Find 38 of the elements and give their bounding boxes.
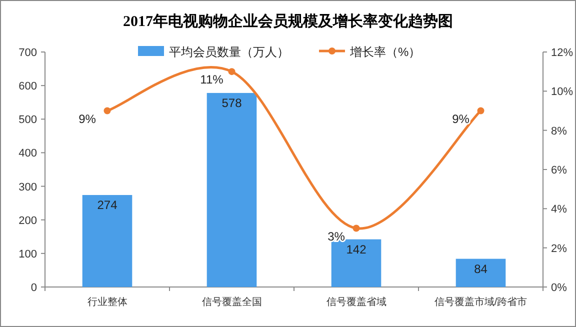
y-tick-label: 100: [18, 248, 37, 260]
data-label: 3%: [328, 229, 346, 244]
y2-tick-label: 8%: [551, 125, 568, 138]
data-label: 84: [474, 262, 488, 276]
bar: [456, 258, 506, 287]
data-label: 9%: [452, 112, 470, 126]
y2-tick-label: 0%: [551, 282, 568, 294]
y-tick-label: 700: [18, 47, 37, 59]
y2-tick-label: 2%: [551, 242, 568, 255]
chart-title: 2017年电视购物企业会员规模及增长率变化趋势图: [123, 12, 453, 30]
data-label: 578: [222, 96, 242, 110]
bar: [331, 239, 382, 287]
data-label: 274: [97, 198, 118, 212]
bar: [82, 195, 132, 287]
y2-tick-label: 10%: [551, 86, 574, 98]
legend-label: 平均会员数量（万人）: [169, 45, 289, 59]
data-label: 9%: [78, 112, 96, 126]
legend-label: 增长率（%）: [349, 45, 421, 59]
y2-tick-label: 12%: [551, 47, 574, 59]
y-tick-label: 0: [30, 282, 37, 294]
y-tick-label: 500: [18, 114, 37, 126]
y-tick-label: 600: [18, 80, 37, 93]
y2-tick-label: 4%: [551, 204, 568, 216]
x-tick-label: 信号覆盖全国: [202, 296, 262, 308]
y-tick-label: 400: [18, 148, 37, 160]
y-tick-label: 200: [18, 214, 37, 227]
bar: [206, 92, 257, 287]
x-tick-label: 行业整体: [87, 296, 128, 308]
point: [477, 107, 484, 114]
x-tick-label: 信号覆盖市域/跨省市: [434, 296, 528, 308]
x-tick-label: 信号覆盖省域: [326, 296, 386, 308]
point: [104, 107, 111, 114]
point: [228, 68, 236, 76]
data-label: 11%: [200, 72, 224, 87]
data-label: 142: [346, 242, 367, 256]
point: [352, 224, 360, 232]
y-tick-label: 300: [18, 181, 37, 194]
y2-tick-label: 6%: [551, 164, 568, 176]
